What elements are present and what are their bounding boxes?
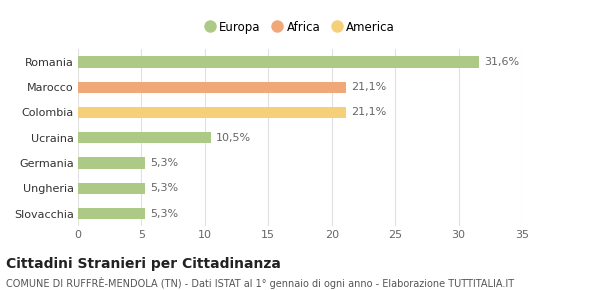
Text: 21,1%: 21,1% [351,82,386,92]
Text: 5,3%: 5,3% [151,183,178,193]
Bar [78,157,145,169]
Bar [78,107,346,118]
Bar [78,56,479,68]
Text: 5,3%: 5,3% [151,158,178,168]
Text: 21,1%: 21,1% [351,108,386,117]
Text: 31,6%: 31,6% [484,57,519,67]
Text: 10,5%: 10,5% [216,133,251,143]
Bar [78,183,145,194]
Text: Cittadini Stranieri per Cittadinanza: Cittadini Stranieri per Cittadinanza [6,257,281,271]
Text: COMUNE DI RUFFRÈ-MENDOLA (TN) - Dati ISTAT al 1° gennaio di ogni anno - Elaboraz: COMUNE DI RUFFRÈ-MENDOLA (TN) - Dati IST… [6,277,514,289]
Bar [78,81,346,93]
Text: 5,3%: 5,3% [151,209,178,219]
Bar [78,132,211,144]
Bar [78,208,145,219]
Legend: Europa, Africa, America: Europa, Africa, America [200,16,400,39]
